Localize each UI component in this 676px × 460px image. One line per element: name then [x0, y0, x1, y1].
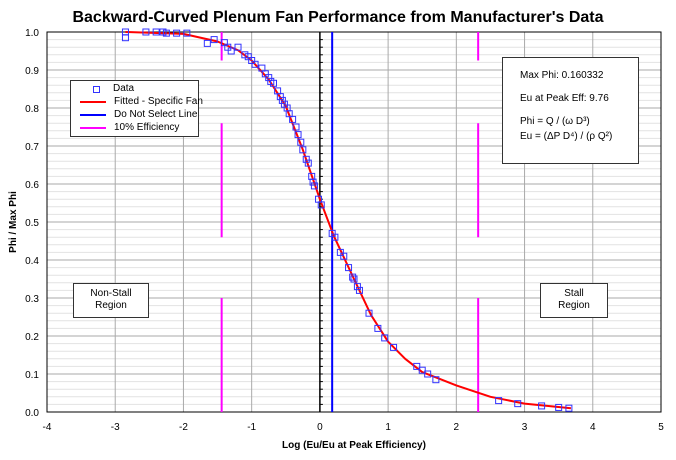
data-point	[173, 29, 181, 37]
eu-formula: Eu = (ΔP D⁴) / (ρ Q²)	[520, 131, 613, 142]
legend-entry: Fitted - Specific Fan	[79, 96, 203, 108]
data-point	[297, 138, 305, 146]
data-point	[495, 397, 503, 405]
data-point	[424, 370, 432, 378]
non-stall-line1: Non-Stall	[90, 288, 132, 299]
legend: Data Fitted - Specific Fan Do Not Select L…	[70, 80, 203, 137]
y-tick-label: 0.0	[25, 408, 39, 419]
x-tick-label: 2	[454, 422, 460, 433]
plot-frame	[46, 31, 662, 413]
y-tick-label: 0.9	[25, 66, 39, 77]
legend-entry: Do Not Select Line	[79, 109, 197, 121]
y-tick-label: 0.2	[25, 332, 39, 343]
stall-region-label: Stall Region	[540, 283, 608, 318]
legend-entry: Data	[79, 83, 134, 95]
x-tick-label: -3	[111, 422, 120, 433]
data-point	[276, 93, 284, 101]
data-point	[152, 28, 160, 36]
data-point	[340, 252, 348, 260]
y-tick-label: 0.3	[25, 294, 39, 305]
data-point	[302, 155, 310, 163]
non-stall-region-label: Non-Stall Region	[73, 283, 149, 318]
legend-label: Do Not Select Line	[114, 109, 198, 120]
y-tick-label: 0.4	[25, 256, 39, 267]
legend-line-marker	[80, 127, 106, 129]
max-phi-text: Max Phi: 0.160332	[520, 70, 604, 81]
data-point	[269, 79, 277, 87]
y-axis-label: Phi / Max Phi	[8, 191, 19, 253]
data-point	[418, 366, 426, 374]
data-point	[350, 275, 358, 283]
data-point	[121, 34, 129, 42]
data-point	[432, 376, 440, 384]
y-tick-label: 0.8	[25, 104, 39, 115]
data-point	[142, 28, 150, 36]
phi-formula: Phi = Q / (ω D³)	[520, 116, 590, 127]
eu-peak-text: Eu at Peak Eff: 9.76	[520, 93, 609, 104]
x-tick-label: -4	[43, 422, 52, 433]
data-point	[278, 96, 286, 104]
x-tick-label: 3	[522, 422, 528, 433]
y-tick-label: 0.6	[25, 180, 39, 191]
x-tick-label: 0	[317, 422, 323, 433]
data-point	[331, 233, 339, 241]
data-point	[309, 178, 317, 186]
x-tick-label: 1	[385, 422, 391, 433]
data-point	[265, 74, 273, 82]
legend-label: Fitted - Specific Fan	[114, 96, 203, 107]
data-point	[413, 362, 421, 370]
data-point	[355, 286, 363, 294]
legend-entry: 10% Efficiency	[79, 122, 179, 134]
x-axis-label: Log (Eu/Eu at Peak Efficiency)	[282, 440, 426, 451]
stall-line2: Region	[558, 300, 590, 311]
data-point	[381, 334, 389, 342]
stall-line1: Stall	[564, 288, 584, 299]
x-tick-label: -1	[247, 422, 256, 433]
info-box: Max Phi: 0.160332 Eu at Peak Eff: 9.76 P…	[502, 57, 639, 164]
x-tick-label: -2	[179, 422, 188, 433]
data-point	[390, 343, 398, 351]
legend-label: Data	[113, 83, 135, 94]
data-point	[317, 201, 325, 209]
data-point	[227, 47, 235, 55]
data-point	[162, 29, 170, 37]
data-point	[183, 29, 191, 37]
data-point	[565, 404, 573, 412]
data-point	[234, 43, 242, 51]
data-point	[345, 264, 353, 272]
non-stall-line2: Region	[95, 300, 127, 311]
chart-title: Backward-Curved Plenum Fan Performance f…	[72, 9, 603, 26]
data-point	[353, 283, 361, 291]
data-point	[374, 324, 382, 332]
data-point	[555, 403, 563, 411]
x-tick-label: 5	[658, 422, 664, 433]
data-point	[251, 60, 259, 68]
y-tick-label: 1.0	[25, 28, 39, 39]
data-point	[294, 131, 302, 139]
data-point	[203, 39, 211, 47]
data-point	[289, 115, 297, 123]
y-tick-label: 0.5	[25, 218, 39, 229]
data-point	[310, 182, 318, 190]
data-point	[349, 273, 357, 281]
legend-square-marker	[93, 85, 100, 93]
legend-line-marker	[80, 114, 106, 116]
legend-label: 10% Efficiency	[114, 122, 180, 133]
y-tick-label: 0.1	[25, 370, 39, 381]
data-point	[210, 36, 218, 44]
data-point	[292, 123, 300, 131]
data-point	[365, 309, 373, 317]
legend-line-marker	[80, 101, 106, 103]
x-tick-label: 4	[590, 422, 596, 433]
data-point	[514, 400, 522, 408]
y-tick-label: 0.7	[25, 142, 39, 153]
data-point	[299, 146, 307, 154]
data-point	[304, 159, 312, 167]
data-point	[538, 402, 546, 410]
